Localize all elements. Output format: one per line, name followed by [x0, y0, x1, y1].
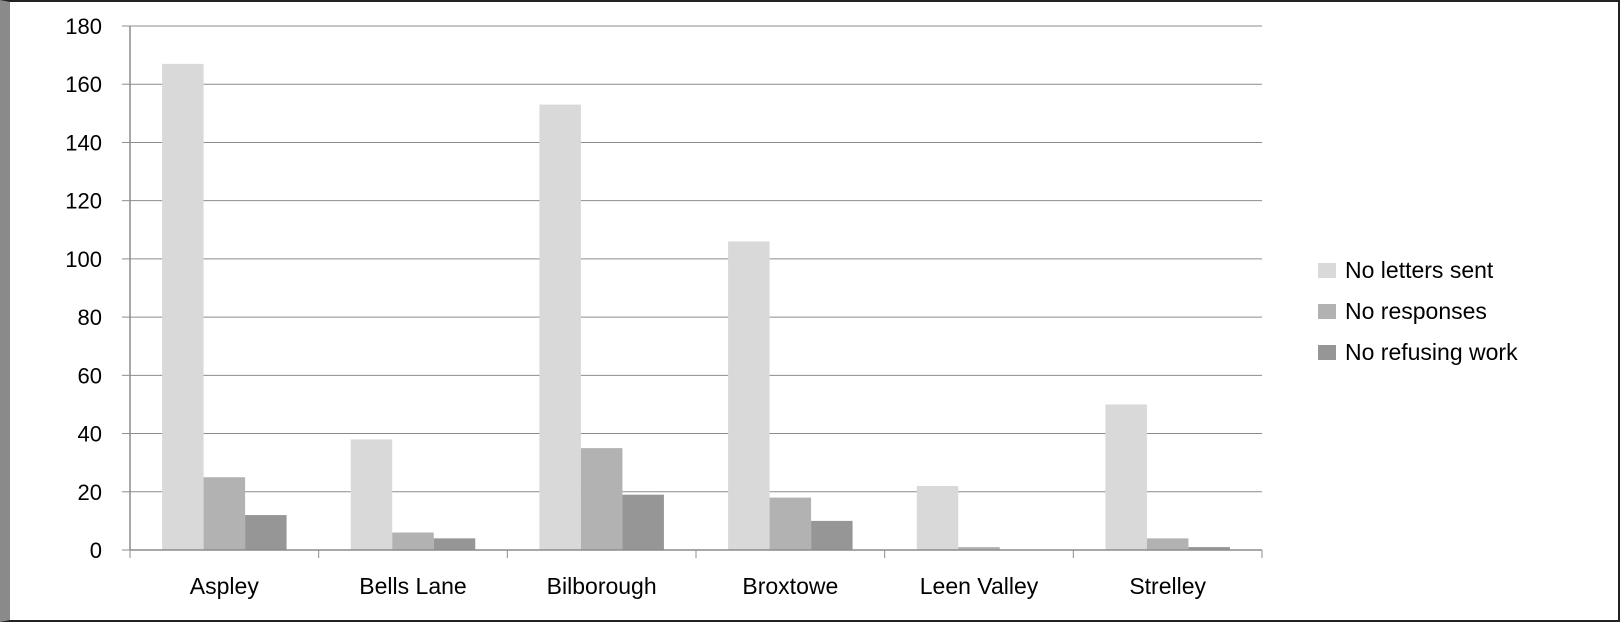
x-category-label: Bells Lane [359, 573, 466, 599]
bar-no-letters-sent-aspley [162, 63, 204, 550]
x-category-label: Broxtowe [742, 573, 838, 599]
bar-no-letters-sent-broxtowe [728, 241, 770, 550]
bars [162, 63, 1230, 550]
bar-no-letters-sent-bells-lane [350, 439, 393, 550]
legend-label: No responses [1345, 298, 1487, 324]
y-tick-label: 140 [65, 130, 102, 155]
y-tick-label: 60 [78, 363, 102, 388]
y-tick-label: 120 [65, 189, 102, 214]
legend-swatch [1318, 345, 1336, 360]
x-category-label: Aspley [190, 573, 260, 599]
bar-no-refusing-work-aspley [245, 515, 287, 550]
gridlines [130, 25, 1262, 493]
y-tick-label: 20 [78, 480, 102, 505]
y-axis: 0 20 40 60 80 100 120 140 160 180 [65, 14, 131, 563]
legend: No letters sent No responses No refusing w… [1318, 257, 1518, 365]
y-tick-label: 100 [65, 247, 102, 272]
bar-no-letters-sent-leen-valley [916, 485, 959, 550]
bar-no-responses-aspley [203, 477, 246, 550]
bar-no-refusing-work-broxtowe [811, 520, 853, 550]
bar-no-letters-sent-bilborough [539, 104, 581, 550]
x-category-label: Strelley [1129, 573, 1206, 599]
bar-no-responses-leen-valley [958, 547, 1000, 550]
bar-no-responses-bilborough [580, 448, 623, 550]
x-axis: Aspley Bells Lane Bilborough Broxtowe Leen V… [129, 549, 1263, 599]
bar-no-responses-broxtowe [769, 497, 812, 550]
y-tick-label: 80 [78, 305, 102, 330]
y-tick-label: 40 [78, 422, 102, 447]
legend-label: No refusing work [1345, 339, 1518, 365]
legend-label: No letters sent [1345, 257, 1494, 283]
bar-no-responses-bells-lane [392, 532, 434, 550]
y-tick-label: 160 [65, 72, 102, 97]
y-tick-label: 0 [90, 538, 102, 563]
bar-no-refusing-work-bilborough [622, 494, 664, 550]
bar-no-responses-strelley [1146, 538, 1189, 550]
bar-no-refusing-work-bells-lane [433, 538, 476, 550]
bar-no-letters-sent-strelley [1105, 404, 1147, 550]
y-tick-label: 180 [65, 14, 102, 39]
bar-no-refusing-work-strelley [1188, 547, 1230, 550]
legend-swatch [1318, 304, 1336, 319]
legend-swatch [1318, 263, 1336, 278]
x-category-label: Bilborough [547, 573, 657, 599]
x-category-label: Leen Valley [920, 573, 1039, 599]
